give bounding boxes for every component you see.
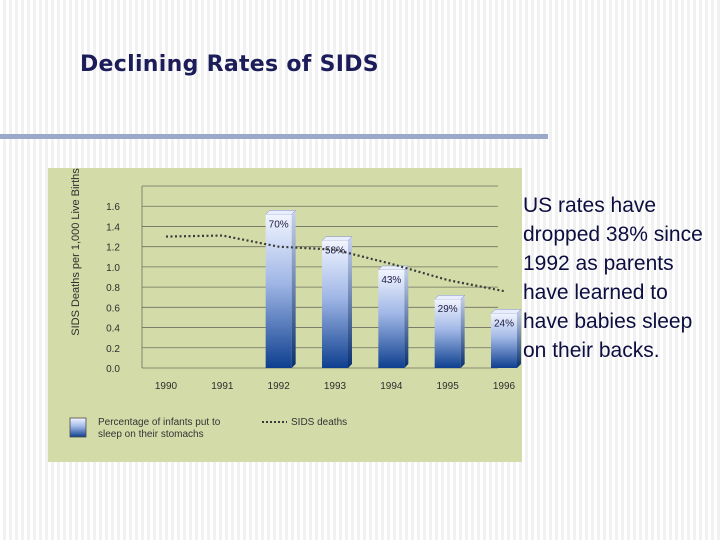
x-tick-label: 1992 [268, 381, 291, 392]
x-tick-label: 1991 [211, 381, 234, 392]
bar-side [460, 295, 465, 368]
x-tick-label: 1994 [380, 381, 403, 392]
bar-1996 [491, 313, 517, 368]
y-tick-label: 0.0 [106, 364, 120, 375]
bar-data-label: 43% [381, 275, 401, 286]
bar-data-label: 58% [325, 246, 345, 257]
bar-1993 [322, 240, 348, 368]
legend-bar-swatch [69, 417, 87, 438]
y-tick-label: 0.2 [106, 344, 120, 355]
y-tick-label: 0.6 [106, 303, 120, 314]
legend-bar-label-line2: sleep on their stomachs [98, 429, 204, 440]
bar-side [291, 210, 296, 368]
y-tick-label: 1.6 [106, 202, 120, 213]
bars: 70% 58% 43% 29% 24% [265, 210, 522, 368]
bar-top [265, 210, 297, 215]
bar-side [517, 309, 521, 368]
bar-data-label: 24% [494, 318, 514, 329]
x-tick-label: 1995 [437, 381, 460, 392]
y-tick-label: 1.2 [106, 243, 120, 254]
bar-1994 [378, 269, 405, 368]
y-tick-label: 1.0 [106, 263, 120, 274]
legend: Percentage of infants put to sleep on th… [69, 417, 347, 440]
title-divider [0, 134, 548, 139]
slide-title: Declining Rates of SIDS [80, 52, 379, 77]
bar-side [348, 236, 352, 368]
x-tick-label: 1996 [493, 381, 516, 392]
chart-panel: 70% 58% 43% 29% 24% 0.0 0.2 0.4 0.6 0.8 1.0 1.2 1.4… [48, 168, 522, 462]
y-axis-label: SIDS Deaths per 1,000 Live Births [70, 168, 82, 336]
axes [141, 185, 498, 368]
bar-data-label: 70% [269, 219, 289, 230]
bar-top [321, 236, 353, 241]
bar-top [377, 265, 409, 271]
y-tick-label: 0.4 [106, 324, 120, 335]
bar-1995 [434, 299, 461, 368]
body-text: US rates have dropped 38% since 1992 as … [523, 194, 703, 362]
sids-chart: 70% 58% 43% 29% 24% 0.0 0.2 0.4 0.6 0.8 1.0 1.2 1.4… [69, 168, 522, 440]
legend-bar-label-line1: Percentage of infants put to [98, 417, 221, 428]
bar-top [490, 309, 522, 314]
y-tick-label: 0.8 [106, 283, 120, 294]
bar-1992 [265, 214, 292, 368]
x-tick-label: 1993 [324, 381, 347, 392]
bar-side [404, 265, 409, 368]
y-tick-label: 1.4 [106, 222, 120, 233]
bar-data-label: 29% [438, 304, 458, 315]
legend-line-label: SIDS deaths [291, 417, 347, 428]
grid-lines [142, 205, 498, 369]
tick-labels: 0.0 0.2 0.4 0.6 0.8 1.0 1.2 1.4 1.6 1990 1991 1992 1… [106, 202, 515, 392]
x-tick-label: 1990 [155, 381, 178, 392]
bar-top [434, 294, 466, 300]
